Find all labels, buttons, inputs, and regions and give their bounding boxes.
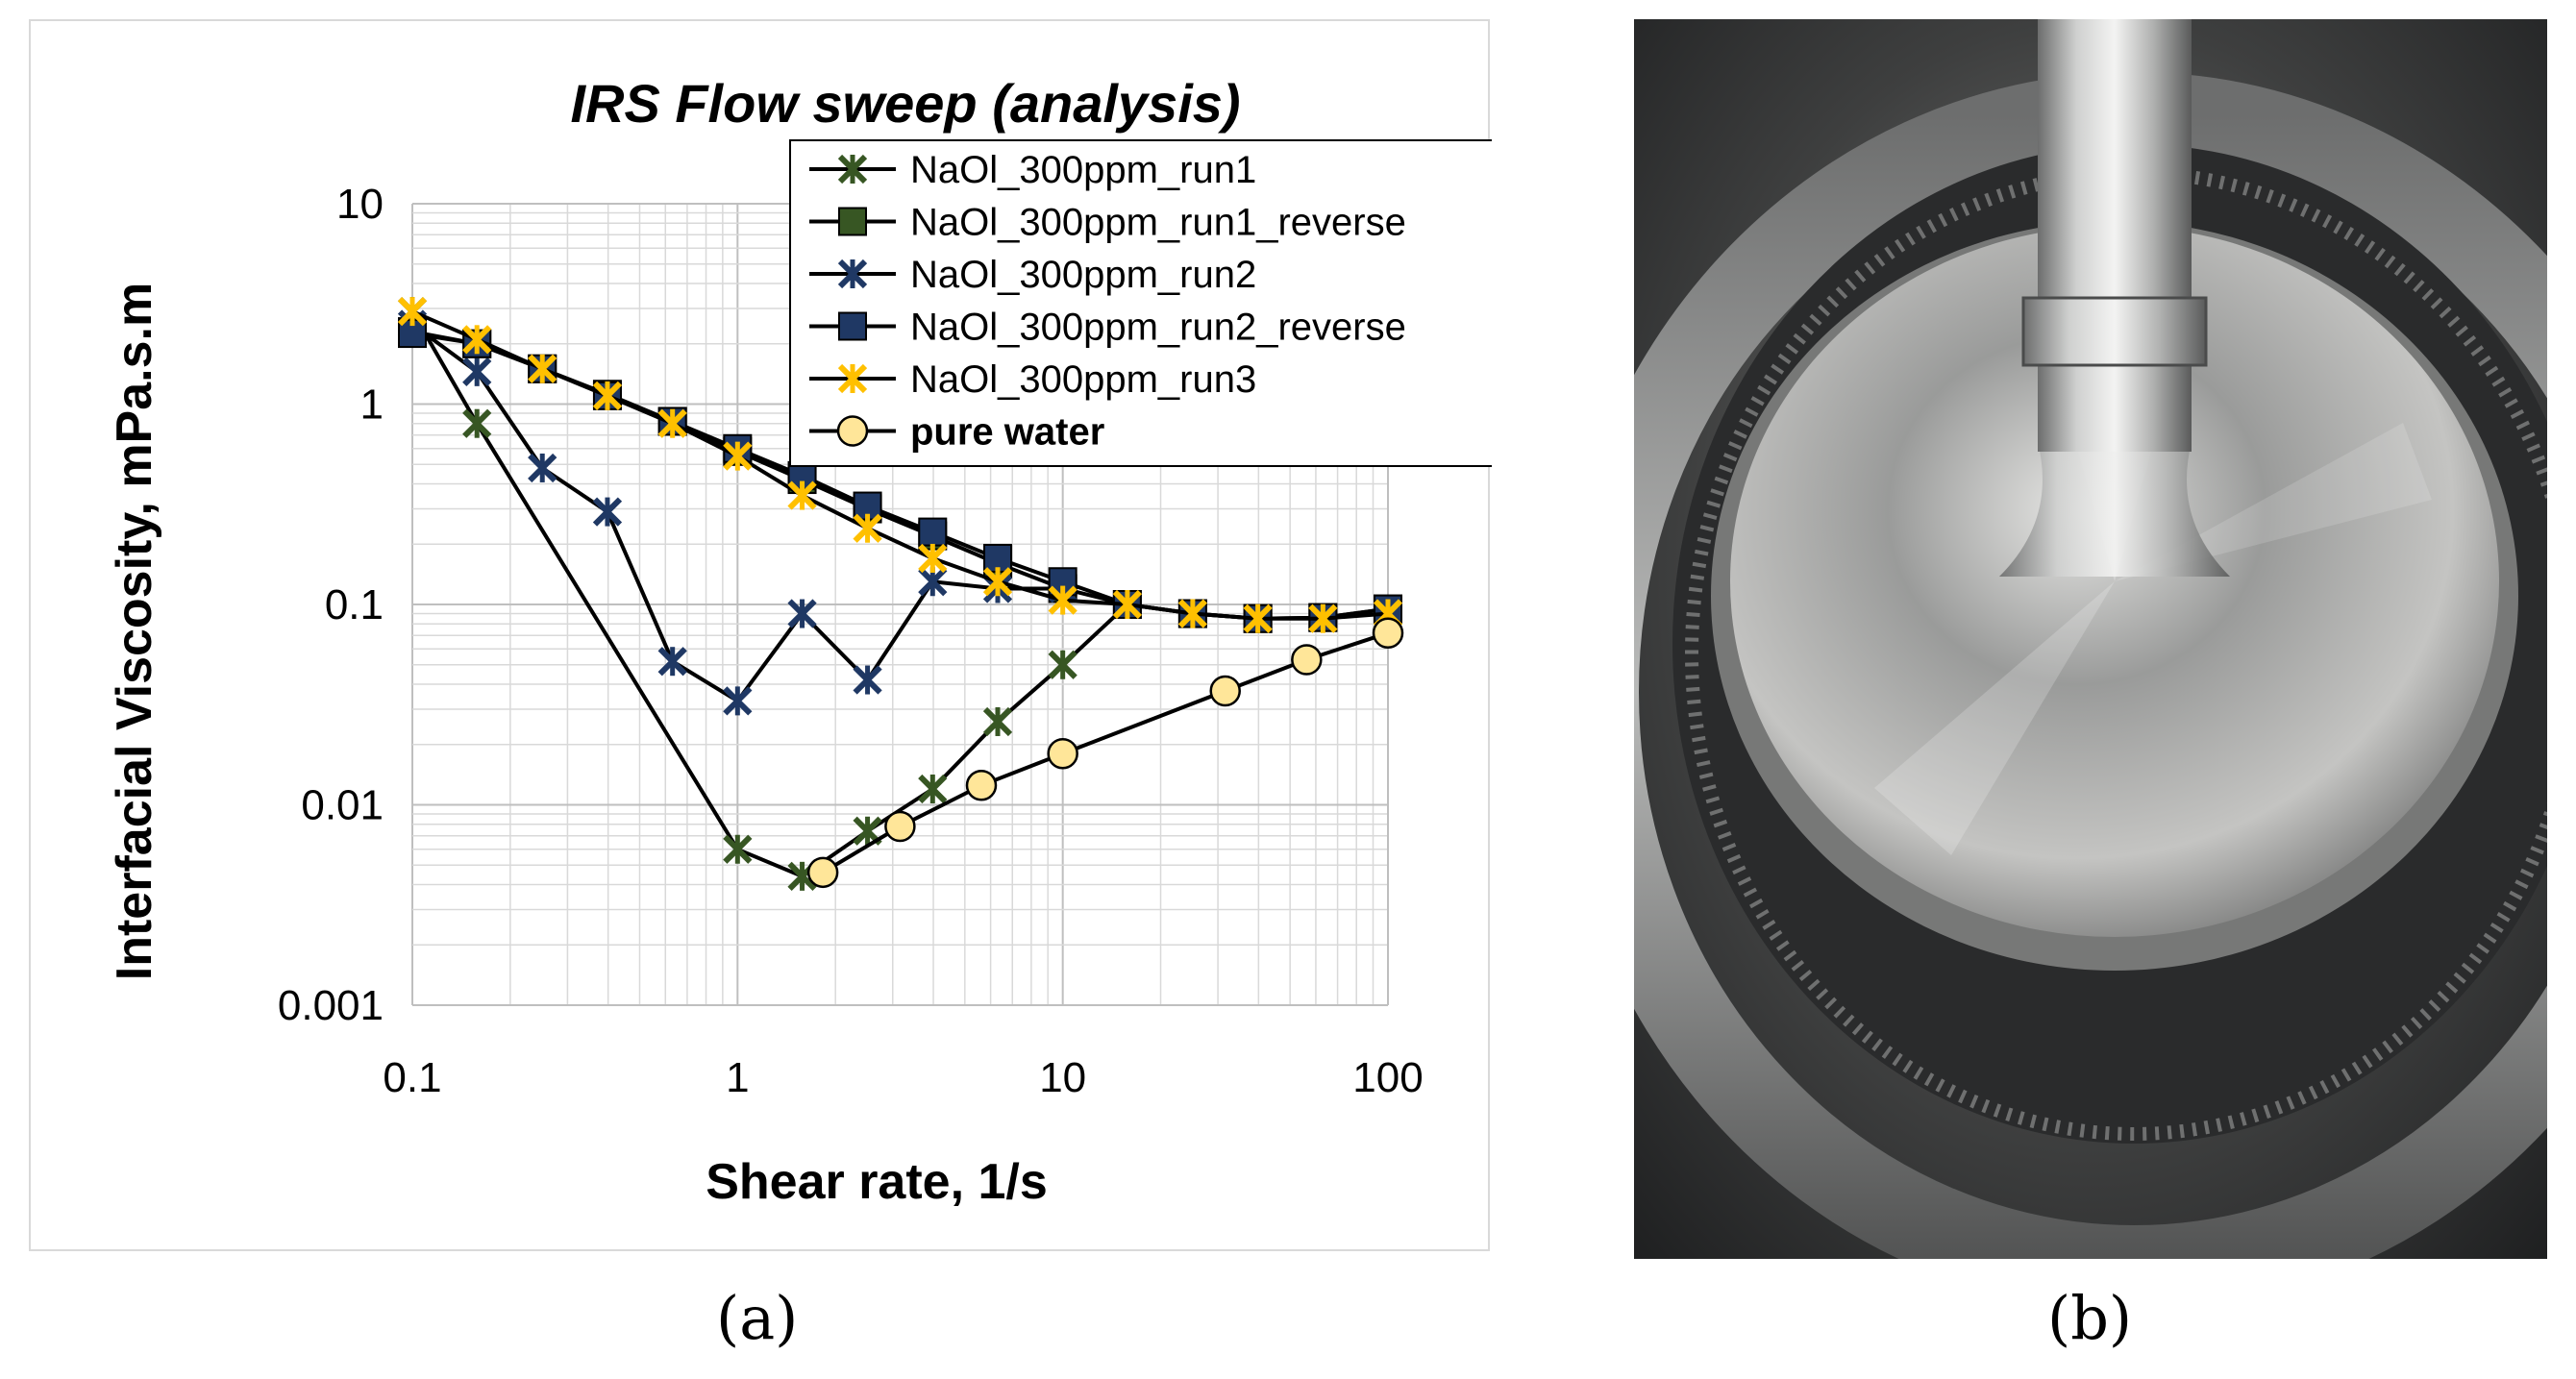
data-point <box>1243 603 1273 633</box>
data-point <box>1048 650 1077 679</box>
legend-item: NaOl_300ppm_run1_reverse <box>809 202 1406 244</box>
x-tick-label: 100 <box>1352 1054 1423 1101</box>
legend-label: pure water <box>910 411 1104 454</box>
legend-marker <box>837 363 868 394</box>
data-point <box>1209 675 1241 707</box>
legend-marker <box>837 154 868 185</box>
data-point <box>884 810 916 843</box>
legend-item: NaOl_300ppm_run3 <box>809 358 1256 401</box>
series-NaOl_300ppm_run3 <box>397 296 1403 633</box>
caption-b: (b) <box>2047 1283 2133 1353</box>
data-point <box>462 325 492 355</box>
data-point <box>657 408 687 438</box>
data-point <box>1372 617 1404 649</box>
data-point <box>787 599 817 628</box>
legend-item: NaOl_300ppm_run2 <box>809 254 1256 296</box>
legend: NaOl_300ppm_run1 NaOl_300ppm_run1_reverse… <box>789 139 1492 467</box>
data-point <box>592 381 623 410</box>
legend-label: NaOl_300ppm_run2_reverse <box>910 307 1406 349</box>
data-point <box>982 706 1013 737</box>
data-point <box>853 665 882 695</box>
shaft-collar <box>2021 296 2208 367</box>
y-tick-label: 0.001 <box>278 982 384 1029</box>
y-tick-label: 1 <box>360 382 384 429</box>
chart-title: IRS Flow sweep (analysis) <box>570 73 1240 134</box>
caption-a: (a) <box>716 1283 799 1353</box>
chart-svg: 0.1 1 10 100 0.001 0.01 0.1 1 10 IRS Flow sweep … <box>107 73 1492 1210</box>
legend-label: NaOl_300ppm_run1 <box>910 149 1256 191</box>
data-point <box>1112 589 1143 620</box>
legend-item: pure water <box>809 411 1104 454</box>
series-line <box>411 309 1389 621</box>
x-tick-label: 10 <box>1039 1054 1086 1101</box>
legend-marker <box>838 311 867 341</box>
legend-label: NaOl_300ppm_run1_reverse <box>910 202 1406 244</box>
data-point <box>853 513 882 543</box>
data-point <box>965 770 998 801</box>
tick-labels: 0.1 1 10 100 0.001 0.01 0.1 1 10 <box>278 181 1424 1101</box>
data-point <box>918 517 948 547</box>
legend-marker <box>838 207 867 236</box>
data-point <box>528 354 557 383</box>
data-point <box>982 567 1013 597</box>
legend-item: NaOl_300ppm_run1 <box>809 149 1256 191</box>
data-point <box>806 856 839 889</box>
data-point <box>462 357 492 386</box>
data-point <box>723 834 753 864</box>
y-tick-label: 0.1 <box>325 581 384 628</box>
data-point <box>918 774 948 804</box>
series-layer <box>397 296 1404 891</box>
series-pure water <box>806 617 1404 889</box>
x-axis-label: Shear rate, 1/s <box>706 1154 1048 1210</box>
data-point <box>1177 599 1208 628</box>
disc-reflection-2 <box>1874 581 2115 855</box>
legend-marker <box>837 259 868 289</box>
data-point <box>528 453 557 483</box>
x-tick-label: 0.1 <box>383 1054 441 1101</box>
shaft <box>2038 19 2192 452</box>
data-point <box>397 296 428 327</box>
data-point <box>657 647 687 677</box>
data-point <box>1291 644 1323 676</box>
chart-panel: 0.1 1 10 100 0.001 0.01 0.1 1 10 IRS Flow sweep … <box>29 19 1492 1251</box>
y-axis-label: Interfacial Viscosity, mPa.s.m <box>107 283 162 980</box>
legend-marker <box>836 415 869 447</box>
data-point <box>723 441 753 471</box>
data-point <box>918 543 948 574</box>
y-tick-label: 10 <box>336 181 384 228</box>
data-point <box>462 408 492 438</box>
legend-box <box>789 139 1492 467</box>
data-point <box>723 686 753 716</box>
shaft-taper <box>1999 442 2230 577</box>
legend-label: NaOl_300ppm_run2 <box>910 254 1256 296</box>
legend-label: NaOl_300ppm_run3 <box>910 358 1256 401</box>
data-point <box>1048 585 1077 615</box>
data-point <box>1308 603 1338 633</box>
x-tick-label: 1 <box>726 1054 749 1101</box>
y-tick-label: 0.01 <box>301 782 384 829</box>
disc-surface <box>1730 226 2499 937</box>
rheometer-photo <box>1634 19 2547 1259</box>
data-point <box>787 480 817 510</box>
legend-item: NaOl_300ppm_run2_reverse <box>809 307 1406 349</box>
data-point <box>1047 738 1078 770</box>
data-point <box>592 497 623 527</box>
